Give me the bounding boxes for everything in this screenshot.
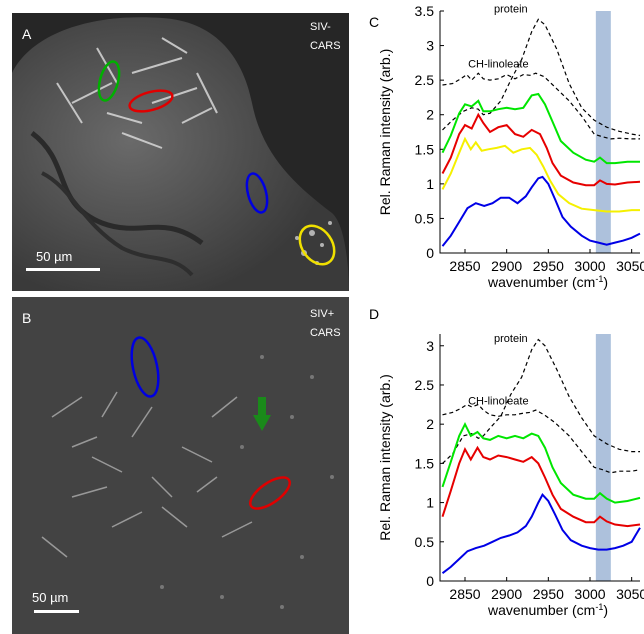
micrograph-b: B SIV+ CARS 50 µm [12,297,349,634]
y-tick-label: 1 [426,495,434,511]
x-axis-label: wavenumber (cm-1) [487,602,608,618]
marker-ellipse-blue [130,336,160,398]
x-tick-label: 2850 [449,586,480,602]
y-tick-label: 0 [426,245,434,261]
scale-bar-a [26,268,100,271]
series-line-yellow [441,136,640,213]
micrograph-b-texture [12,297,349,634]
series-line-dashed [442,338,640,464]
shaded-band [595,11,611,253]
annotation-ch-linoleate: CH-linoleate [468,59,529,71]
green-arrow [253,397,271,431]
y-tick-label: 2.5 [415,377,435,393]
panel-letter-b: B [22,310,32,326]
scale-label-a: 50 µm [36,249,73,264]
x-tick-label: 3050 [616,258,644,274]
x-tick-label: 3000 [574,258,605,274]
y-tick-label: 1.5 [415,141,435,157]
y-tick-label: 2 [426,416,434,432]
x-tick-label: 2900 [491,258,522,274]
series-line-red [441,112,641,187]
panel-label-d: D [369,306,380,322]
series-line-green [441,421,641,504]
y-axis-label: Rel. Raman intensity (arb.) [377,49,393,216]
y-tick-label: 1.5 [415,455,435,471]
spectrum-chart-d: 0 0.5 1 1.5 2 2.5 3 2850 2900 2950 3000 3050 protein… [377,333,644,618]
panel-note-b: SIV+ CARS [310,308,341,339]
y-tick-label: 0.5 [415,534,435,550]
x-tick-label: 2950 [533,586,564,602]
marker-ellipse-red [249,476,291,510]
y-tick-label: 0 [426,573,434,589]
x-tick-label: 3000 [574,586,605,602]
annotation-protein: protein [494,3,528,15]
series-line-red [441,445,641,528]
marker-ellipse-yellow [298,224,336,266]
x-tick-label: 2900 [491,586,522,602]
shaded-band [595,334,611,581]
marker-ellipse-green [97,60,121,102]
marker-ellipse-red [128,89,174,113]
x-tick-label: 3050 [616,586,644,602]
scale-bar-b [34,610,79,613]
micrograph-a: A SIV- CARS 50 µm [12,13,349,291]
micrograph-a-texture [12,13,349,291]
series-line-blue [441,175,641,247]
marker-ellipse-blue [245,172,269,214]
annotation-protein: protein [494,333,528,345]
annotation-ch-linoleate: CH-linoleate [468,396,529,408]
y-tick-label: 0.5 [415,210,435,226]
y-tick-label: 1 [426,176,434,192]
y-tick-label: 2.5 [415,72,435,88]
y-tick-label: 2 [426,107,434,123]
spectrum-chart-c: 0 0.5 1 1.5 2 2.5 3 3.5 2850 2900 2950 3000 3050 prot… [377,3,644,290]
y-tick-label: 3.5 [415,3,435,19]
x-axis-label: wavenumber (cm-1) [487,274,608,290]
y-tick-label: 3 [426,338,434,354]
series-line-green [441,92,640,165]
x-tick-label: 2950 [533,258,564,274]
series-line-blue [441,492,641,574]
y-axis-label: Rel. Raman intensity (arb.) [377,374,393,541]
panel-letter-a: A [22,26,32,42]
panel-label-c: C [369,14,380,30]
scale-label-b: 50 µm [32,590,69,605]
series-line-dashed [442,18,641,137]
panel-note-a: SIV- CARS [310,21,341,52]
series-line-dashed [442,72,640,140]
y-tick-label: 3 [426,38,434,54]
series-line-dashed [442,403,641,474]
x-tick-label: 2850 [449,258,480,274]
